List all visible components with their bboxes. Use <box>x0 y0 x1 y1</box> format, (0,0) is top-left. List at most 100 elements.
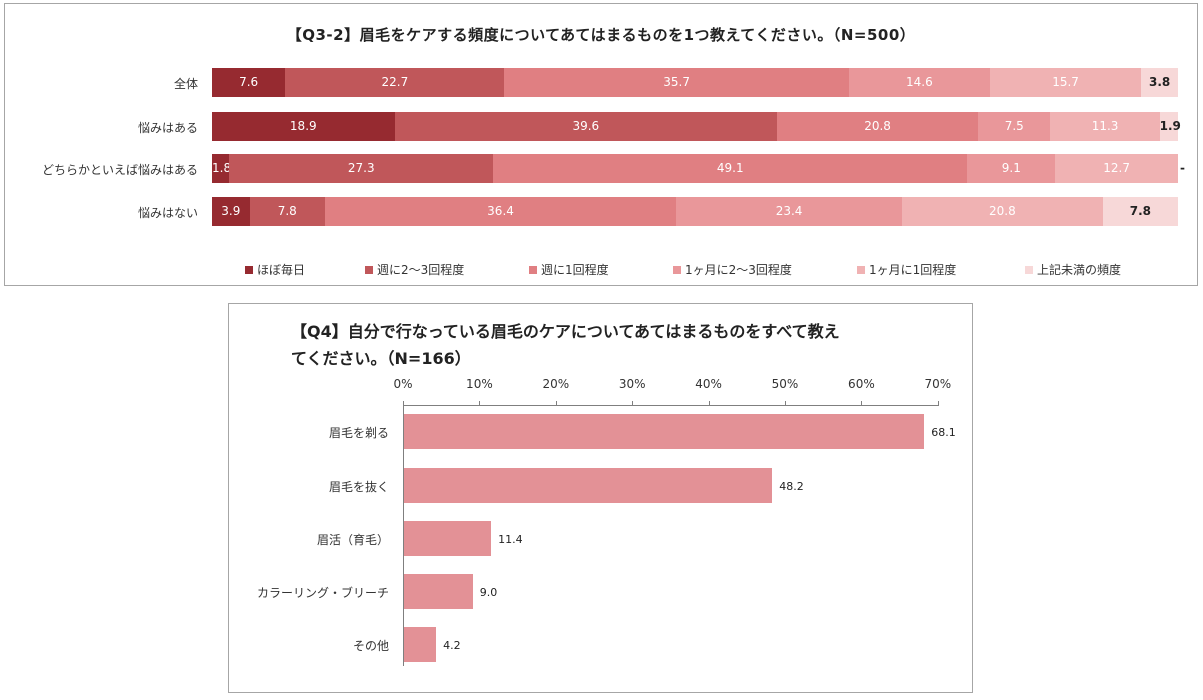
legend-item: ほぼ毎日 <box>245 261 305 278</box>
data-label: 27.3 <box>347 161 375 175</box>
data-label: 35.7 <box>663 75 690 89</box>
x-axis-line <box>403 405 938 406</box>
bar <box>404 627 437 662</box>
legend-label: 週に2～3回程度 <box>377 263 465 277</box>
legend-label: 週に1回程度 <box>541 263 609 277</box>
bar-segment <box>394 112 778 141</box>
chart-title-care-line-2: てください。（N=166） <box>291 349 471 368</box>
x-tick-mark <box>479 401 481 406</box>
bar-segment <box>212 68 286 97</box>
legend-label: 1ヶ月に2～3回程度 <box>685 263 792 277</box>
legend-label: ほぼ毎日 <box>257 263 306 277</box>
legend-swatch <box>529 265 537 274</box>
legend-item: 上記未満の頻度 <box>1025 261 1121 278</box>
data-label: 20.8 <box>864 119 891 133</box>
bar-segment <box>493 154 968 183</box>
bar-segment <box>324 197 677 226</box>
x-tick-mark <box>555 401 557 406</box>
y-axis-line <box>403 405 404 666</box>
legend-label: 1ヶ月に1回程度 <box>869 263 957 277</box>
data-label: 7.5 <box>1004 119 1024 133</box>
bar-segment <box>212 112 395 141</box>
data-label: 9.1 <box>1001 161 1021 175</box>
data-label: 1.8 <box>212 161 232 175</box>
x-tick-label: 0% <box>393 377 413 391</box>
x-tick-mark <box>632 401 634 406</box>
legend-item: 1ヶ月に2～3回程度 <box>673 261 792 278</box>
chart-title-care-line-1: 【Q4】自分で行なっている眉毛のケアについてあてはまるものをすべて教え <box>291 322 840 341</box>
chart-title-care: 【Q4】自分で行なっている眉毛のケアについてあてはまるものをすべて教え てくださ… <box>291 318 931 372</box>
legend-swatch <box>857 265 865 274</box>
x-tick-label: 20% <box>542 377 570 391</box>
bar <box>404 574 473 609</box>
data-label: 68.1 <box>931 426 956 439</box>
x-tick-label: 50% <box>771 377 799 391</box>
category-label: 眉毛を剃る <box>328 426 389 440</box>
data-label: 1.9 <box>1159 119 1181 133</box>
category-label: 眉活（育毛） <box>316 533 389 547</box>
data-label: 7.8 <box>1129 204 1151 218</box>
x-tick-label: 60% <box>848 377 875 391</box>
bar-segment <box>285 68 505 97</box>
data-label: 36.4 <box>487 204 514 218</box>
data-label: 20.8 <box>989 204 1016 218</box>
data-label: 49.1 <box>716 161 744 175</box>
bar-segment <box>212 197 250 226</box>
bar <box>404 414 925 449</box>
data-label: 12.7 <box>1103 161 1130 175</box>
legend-swatch <box>673 265 681 274</box>
bar-segment <box>1055 154 1178 183</box>
bar-segment <box>212 154 230 183</box>
x-tick-label: 30% <box>618 377 646 391</box>
bar-segment <box>978 112 1051 141</box>
legend-item: 1ヶ月に1回程度 <box>857 261 956 278</box>
bar-segment <box>1050 112 1160 141</box>
category-label: 悩みはある <box>137 121 198 135</box>
data-label: 3.9 <box>221 204 241 218</box>
bar-segment <box>967 154 1056 183</box>
data-label: 4.2 <box>443 639 461 652</box>
x-tick-mark <box>403 401 404 406</box>
x-tick-label: 70% <box>924 377 952 391</box>
x-tick-mark <box>785 401 786 406</box>
x-tick-label: 10% <box>466 377 493 391</box>
data-label: 23.4 <box>775 204 803 218</box>
bar-segment <box>989 68 1142 97</box>
x-tick-label: 40% <box>695 377 722 391</box>
bar-segment <box>848 68 990 97</box>
chart-panel-frequency: 【Q3-2】眉毛をケアする頻度についてあてはまるものを1つ教えてください。（N=… <box>4 3 1198 286</box>
bar-segment <box>1159 112 1178 141</box>
data-label: 48.2 <box>779 480 804 493</box>
legend-item: 週に2～3回程度 <box>365 261 464 278</box>
data-label: 9.0 <box>479 586 498 599</box>
legend-swatch <box>365 265 373 274</box>
data-label: 3.8 <box>1149 75 1171 89</box>
category-label: 悩みはない <box>137 206 198 220</box>
bar <box>404 521 492 556</box>
bar-segment <box>1141 68 1178 97</box>
data-label: 11.4 <box>498 533 523 546</box>
category-label: どちらかといえば悩みはある <box>41 163 198 177</box>
x-tick-mark <box>861 401 863 406</box>
chart-panel-care: 【Q4】自分で行なっている眉毛のケアについてあてはまるものをすべて教え てくださ… <box>228 303 973 693</box>
data-label: 22.7 <box>381 75 409 89</box>
bar-segment <box>504 68 849 97</box>
bar-segment <box>1102 197 1178 226</box>
bar-segment <box>249 197 325 226</box>
data-label: 11.3 <box>1091 119 1119 133</box>
data-label: 15.7 <box>1052 75 1079 89</box>
data-label: 18.9 <box>289 119 317 133</box>
legend-item: 週に1回程度 <box>529 261 609 278</box>
bar <box>404 468 773 503</box>
category-label: その他 <box>352 639 389 653</box>
data-label: 14.6 <box>906 75 933 89</box>
category-label: 眉毛を抜く <box>328 480 389 494</box>
bar-segment <box>777 112 979 141</box>
legend-swatch <box>245 265 253 274</box>
data-label: - <box>1180 161 1185 175</box>
category-label: カラーリング・ブリーチ <box>256 586 389 600</box>
data-label: 39.6 <box>572 119 600 133</box>
bar-segment <box>902 197 1103 226</box>
chart-title-frequency: 【Q3-2】眉毛をケアする頻度についてあてはまるものを1つ教えてください。（N=… <box>286 26 916 44</box>
legend-swatch <box>1025 265 1033 274</box>
